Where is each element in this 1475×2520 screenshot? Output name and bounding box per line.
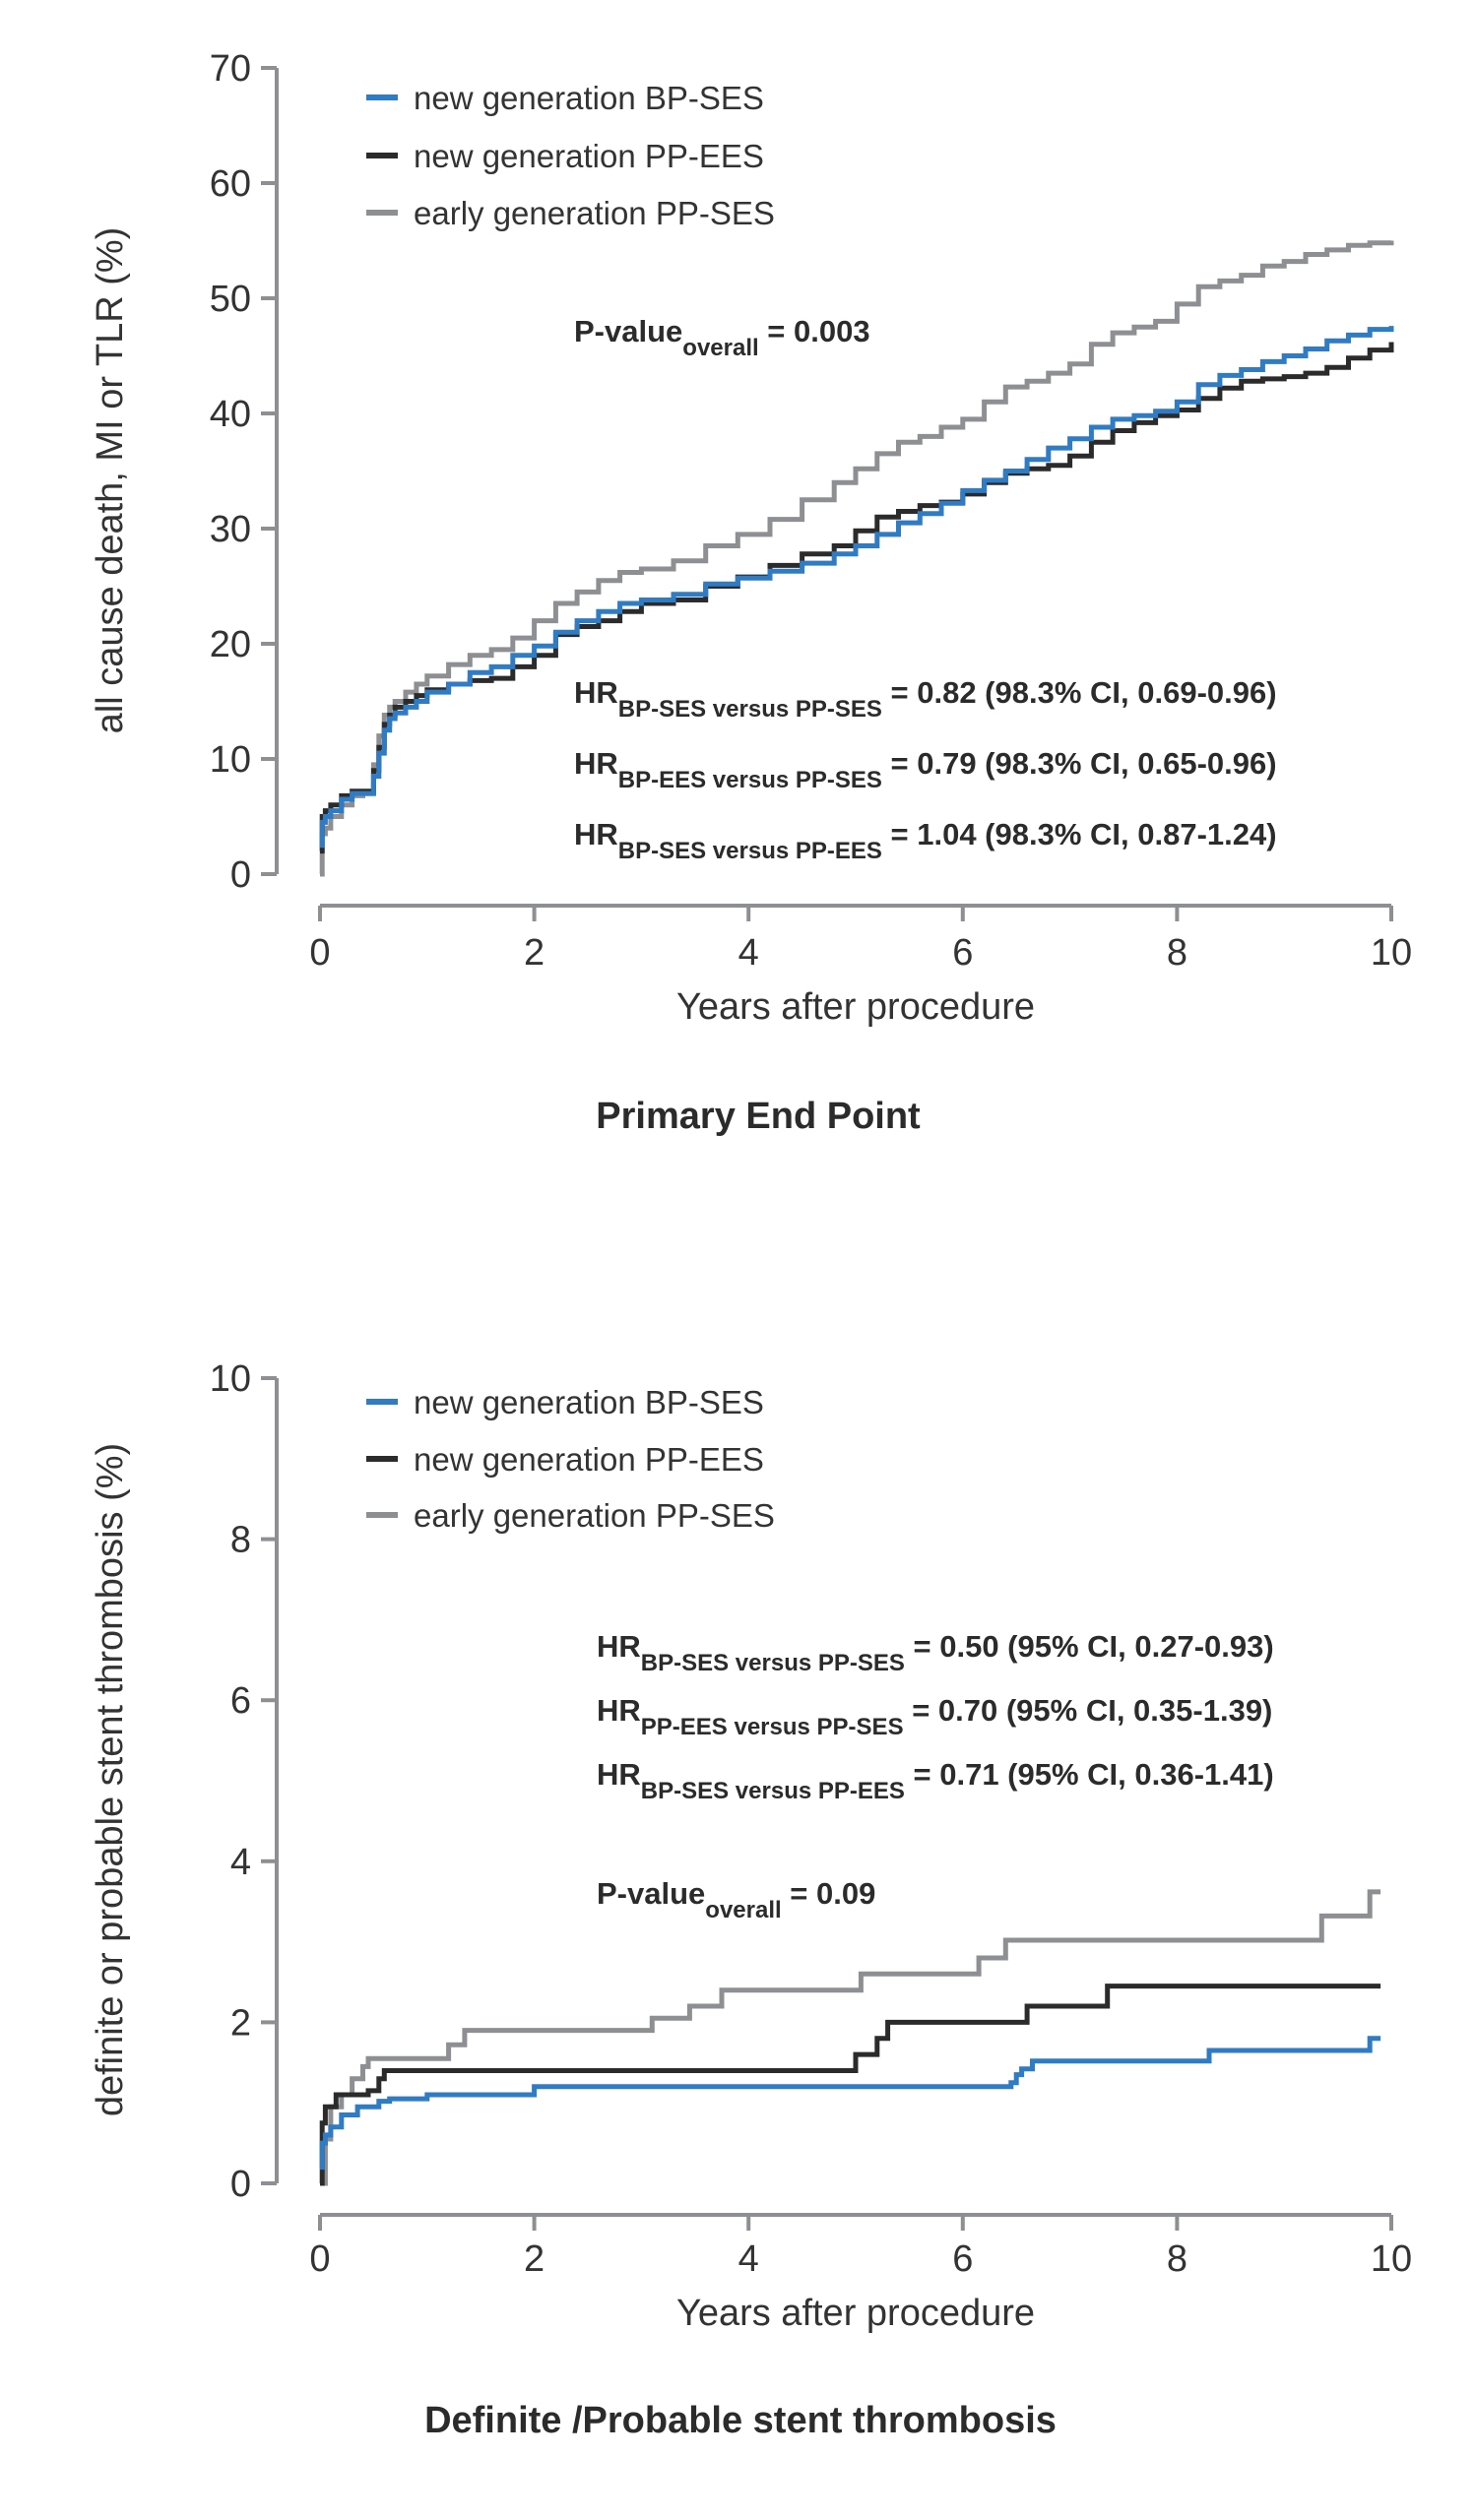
- panel-title: Definite /Probable stent thrombosis: [424, 2400, 1057, 2441]
- y-tick-label: 20: [210, 624, 251, 665]
- hazard-ratio-annotation: HRBP-EES versus PP-SES = 0.79 (98.3% CI,…: [574, 746, 1277, 793]
- y-tick-label: 2: [230, 2002, 251, 2044]
- x-tick-label: 8: [1167, 2238, 1187, 2280]
- x-tick-label: 2: [524, 932, 545, 974]
- x-tick-label: 6: [952, 2238, 973, 2280]
- x-tick-label: 6: [952, 932, 973, 974]
- y-tick-label: 10: [210, 739, 251, 781]
- hazard-ratio-annotation: HRBP-SES versus PP-SES = 0.82 (98.3% CI,…: [574, 675, 1277, 723]
- curve-pp-ees: [319, 1984, 1381, 2186]
- hazard-ratio-annotation: HRBP-SES versus PP-EES = 0.71 (95% CI, 0…: [597, 1757, 1274, 1804]
- p-value-annotation: P-valueoverall = 0.09: [597, 1876, 875, 1923]
- legend-label: early generation PP-SES: [414, 195, 775, 231]
- x-tick-label: 10: [1371, 2238, 1412, 2280]
- p-value-annotation: P-valueoverall = 0.003: [574, 314, 870, 361]
- survival-curves: [319, 1889, 1381, 2186]
- hazard-ratio-annotation: HRBP-SES versus PP-EES = 1.04 (98.3% CI,…: [574, 817, 1277, 864]
- legend-label: new generation BP-SES: [414, 1384, 764, 1420]
- y-axis-title: definite or probable stent thrombosis (%…: [90, 1443, 131, 2116]
- y-tick-label: 6: [230, 1680, 251, 1722]
- x-tick-label: 10: [1371, 932, 1412, 974]
- survival-curves: [319, 240, 1394, 877]
- x-tick-label: 0: [309, 932, 330, 974]
- legend: new generation BP-SES new generation PP-E…: [366, 1384, 775, 1534]
- hazard-ratio-annotation: HRPP-EES versus PP-SES = 0.70 (95% CI, 0…: [597, 1693, 1272, 1740]
- y-tick-label: 70: [210, 48, 251, 90]
- y-tick-label: 30: [210, 509, 251, 550]
- y-tick-label: 40: [210, 394, 251, 435]
- x-axis-title: Years after procedure: [676, 2293, 1035, 2334]
- y-axis-title: all cause death, MI or TLR (%): [90, 227, 131, 734]
- legend-label: new generation PP-EES: [414, 138, 764, 174]
- legend-label: early generation PP-SES: [414, 1497, 775, 1534]
- legend: new generation BP-SES new generation PP-E…: [366, 80, 775, 231]
- y-tick-label: 60: [210, 163, 251, 205]
- y-tick-label: 10: [210, 1358, 251, 1400]
- annotations: P-valueoverall = 0.003 HRBP-SES versus PP…: [574, 314, 1277, 864]
- x-axis-title: Years after procedure: [676, 986, 1035, 1028]
- hazard-ratio-annotation: HRBP-SES versus PP-SES = 0.50 (95% CI, 0…: [597, 1629, 1274, 1676]
- legend-label: new generation BP-SES: [414, 80, 764, 116]
- curve-bp-ses: [319, 2036, 1381, 2171]
- x-tick-label: 8: [1167, 932, 1187, 974]
- annotations: HRBP-SES versus PP-SES = 0.50 (95% CI, 0…: [597, 1629, 1274, 1923]
- y-tick-label: 0: [230, 854, 251, 896]
- x-tick-label: 2: [524, 2238, 545, 2280]
- y-tick-label: 4: [230, 1842, 251, 1883]
- axes: 0 10 20 30 40 50 60 70 0 2 4 6 8 10: [210, 48, 1412, 974]
- y-tick-label: 50: [210, 279, 251, 320]
- x-tick-label: 4: [738, 2238, 759, 2280]
- y-tick-label: 8: [230, 1520, 251, 1561]
- panel-title: Primary End Point: [596, 1096, 921, 1137]
- axes: 0 2 4 6 8 10 0 2 4 6 8 10: [210, 1358, 1412, 2280]
- x-tick-label: 4: [738, 932, 759, 974]
- curve-bp-ses: [319, 326, 1394, 849]
- x-tick-label: 0: [309, 2238, 330, 2280]
- legend-label: new generation PP-EES: [414, 1441, 764, 1478]
- y-tick-label: 0: [230, 2164, 251, 2205]
- primary-end-point-chart: 0 10 20 30 40 50 60 70 0 2 4 6 8 10 new generation BP…: [90, 48, 1412, 1137]
- curve-pp-ses: [320, 1889, 1381, 2186]
